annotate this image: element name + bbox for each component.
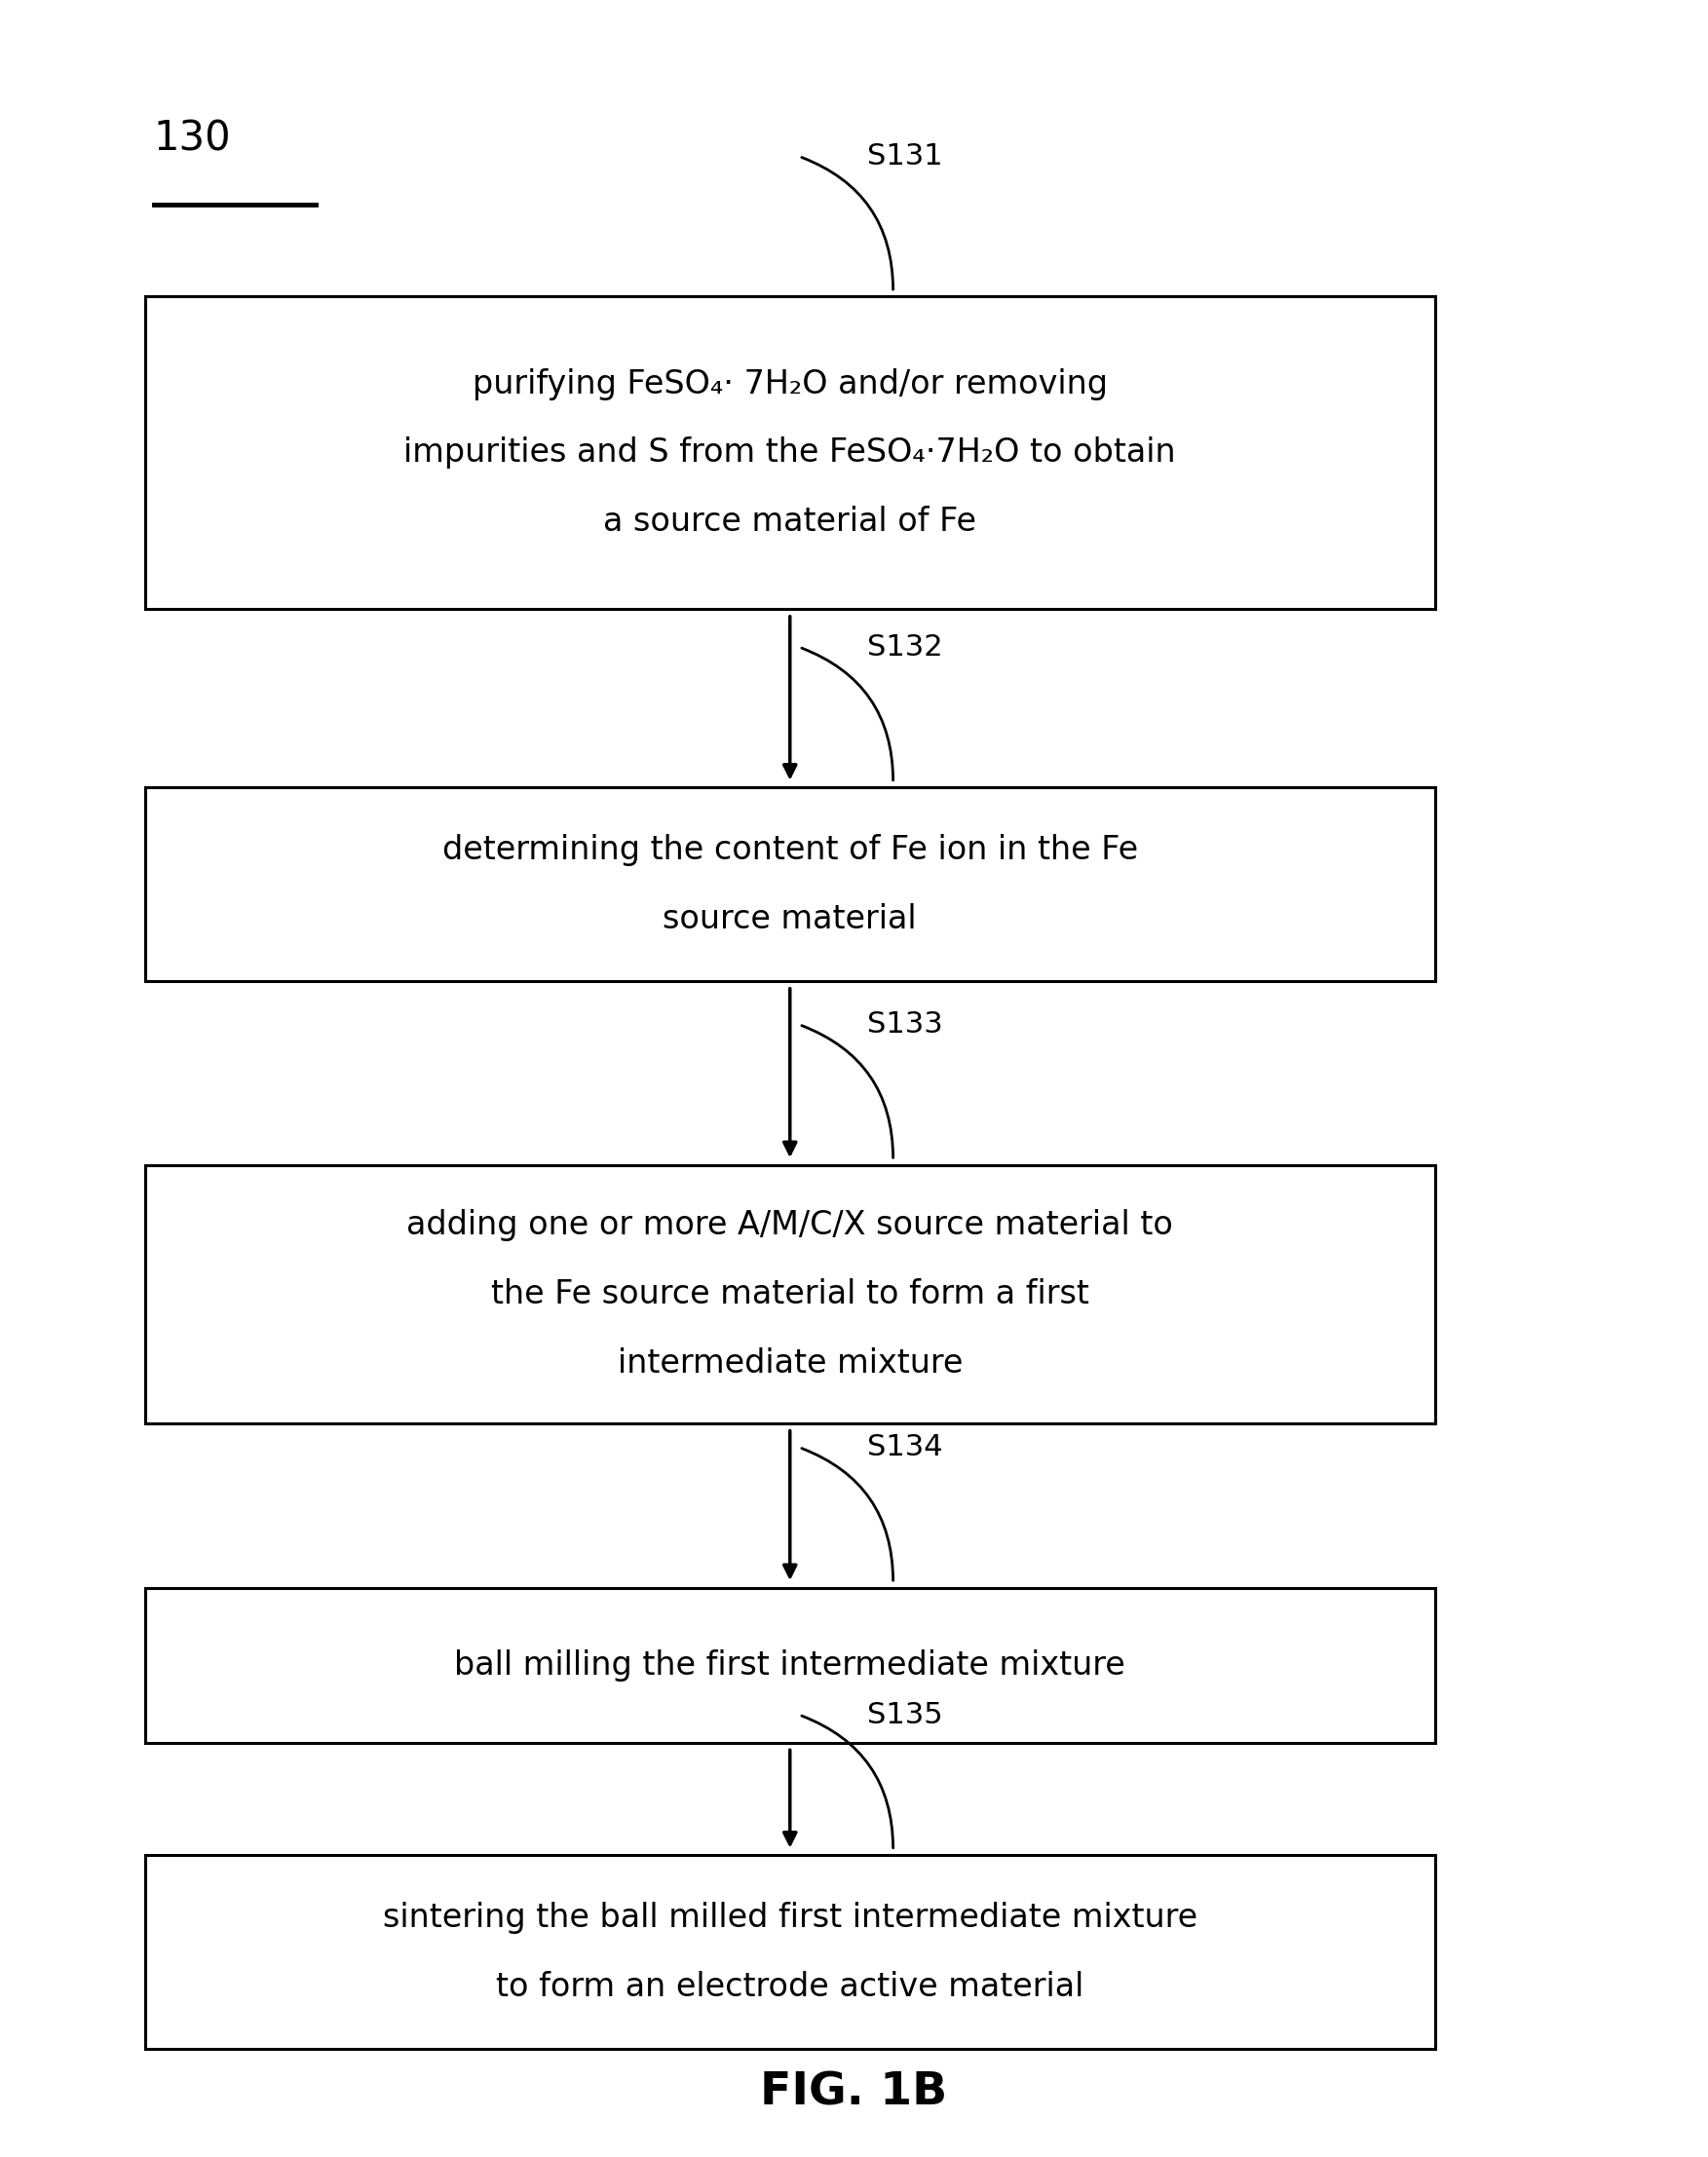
Bar: [145, 787, 1435, 981]
Text: S133: S133: [868, 1009, 943, 1040]
Text: S134: S134: [868, 1432, 943, 1462]
Text: S132: S132: [868, 632, 943, 662]
Text: impurities and S from the FeSO₄·7H₂O to obtain: impurities and S from the FeSO₄·7H₂O to …: [403, 438, 1177, 468]
Text: 130: 130: [154, 119, 231, 160]
Text: source material: source material: [663, 904, 917, 934]
Text: to form an electrode active material: to form an electrode active material: [495, 1971, 1085, 2002]
Text: intermediate mixture: intermediate mixture: [617, 1348, 963, 1378]
Text: the Fe source material to form a first: the Fe source material to form a first: [490, 1279, 1090, 1309]
Bar: [145, 1165, 1435, 1424]
Text: a source material of Fe: a source material of Fe: [603, 507, 977, 537]
Bar: [145, 298, 1435, 608]
Text: purifying FeSO₄· 7H₂O and/or removing: purifying FeSO₄· 7H₂O and/or removing: [473, 369, 1107, 399]
Text: adding one or more A/M/C/X source material to: adding one or more A/M/C/X source materi…: [407, 1210, 1173, 1240]
Text: FIG. 1B: FIG. 1B: [760, 2071, 948, 2114]
Text: sintering the ball milled first intermediate mixture: sintering the ball milled first intermed…: [383, 1902, 1197, 1933]
Text: S131: S131: [868, 142, 943, 170]
Bar: [145, 1855, 1435, 2049]
Bar: [145, 1588, 1435, 1743]
Text: determining the content of Fe ion in the Fe: determining the content of Fe ion in the…: [442, 835, 1138, 865]
Text: ball milling the first intermediate mixture: ball milling the first intermediate mixt…: [454, 1650, 1126, 1680]
Text: S135: S135: [868, 1700, 943, 1730]
